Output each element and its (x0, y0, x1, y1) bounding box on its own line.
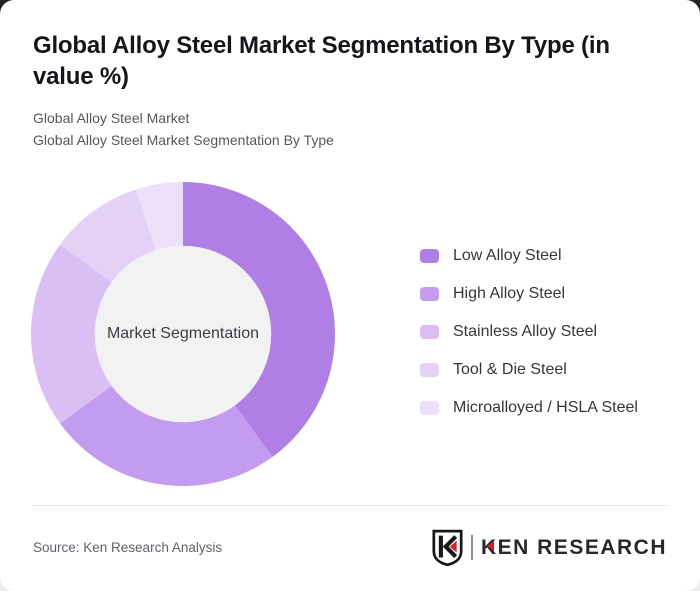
legend: Low Alloy Steel High Alloy Steel Stainless… (420, 244, 638, 420)
donut-chart: Market Segmentation (31, 182, 335, 486)
footer: Source: Ken Research Analysis KEN RESEAR… (33, 524, 667, 570)
legend-swatch (420, 325, 439, 339)
chart-subtitles: Global Alloy Steel Market Global Alloy S… (0, 92, 700, 151)
legend-label: Tool & Die Steel (453, 361, 567, 378)
donut-segment (136, 182, 183, 251)
ken-research-shield-icon (432, 529, 463, 566)
legend-swatch (420, 363, 439, 377)
legend-label: Stainless Alloy Steel (453, 323, 598, 340)
footer-divider (33, 505, 667, 506)
legend-swatch (420, 249, 439, 263)
chart-subtitle-line1: Global Alloy Steel Market (33, 110, 190, 126)
logo-separator (470, 534, 473, 560)
source-note: Source: Ken Research Analysis (33, 539, 223, 555)
donut-segment (31, 244, 112, 424)
legend-swatch (420, 401, 439, 415)
legend-item: High Alloy Steel (420, 282, 638, 306)
donut-inner-circle (94, 245, 272, 423)
ken-research-logo: KEN RESEARCH (432, 529, 667, 566)
legend-item: Microalloyed / HSLA Steel (420, 396, 638, 420)
brand-wordmark-text: KEN RESEARCH (480, 535, 667, 559)
chart-title: Global Alloy Steel Market Segmentation B… (33, 32, 610, 90)
donut-segment (183, 182, 335, 457)
legend-label: High Alloy Steel (453, 285, 566, 302)
red-triangle-icon (486, 540, 494, 551)
legend-item: Stainless Alloy Steel (420, 320, 638, 344)
chart-subtitle-line2: Global Alloy Steel Market Segmentation B… (33, 132, 334, 148)
legend-item: Low Alloy Steel (420, 244, 638, 268)
legend-swatch (420, 287, 439, 301)
chart-area: Market Segmentation Low Alloy Steel High … (0, 182, 700, 487)
brand-wordmark: KEN RESEARCH (481, 537, 667, 558)
legend-item: Tool & Die Steel (420, 358, 638, 382)
legend-label: Low Alloy Steel (453, 247, 562, 264)
donut-chart-svg (31, 182, 335, 486)
legend-label: Microalloyed / HSLA Steel (453, 399, 638, 416)
donut-segment (60, 189, 156, 283)
donut-segment (60, 385, 273, 486)
